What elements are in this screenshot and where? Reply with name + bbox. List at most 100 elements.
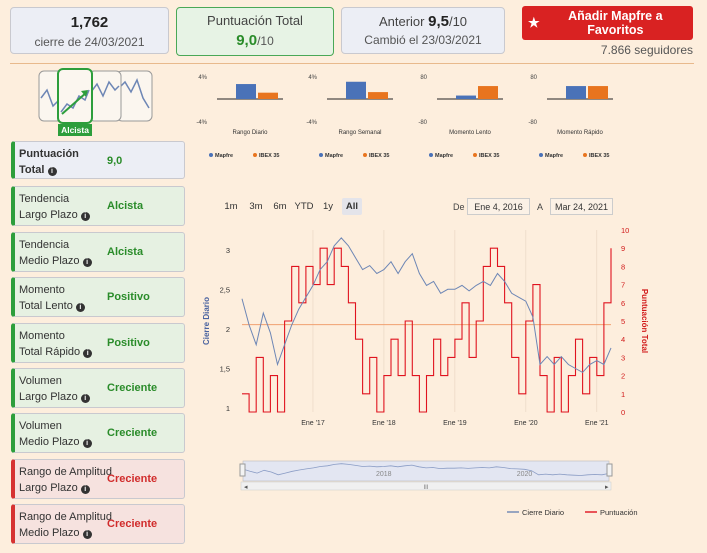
scroll-grip-icon[interactable]: III bbox=[423, 485, 428, 491]
scroll-right-icon[interactable]: ▸ bbox=[605, 484, 609, 491]
mini-tick-top: 4% bbox=[308, 75, 317, 81]
navigator-window[interactable] bbox=[242, 460, 610, 482]
trend-thumb-right[interactable] bbox=[116, 70, 153, 122]
y2-tick-label: 4 bbox=[621, 335, 625, 344]
range-button[interactable]: All bbox=[342, 198, 362, 215]
mini-tick-bottom: -80 bbox=[528, 120, 537, 126]
y-axis-label: Cierre Diario bbox=[202, 297, 211, 345]
mini-tick-top: 4% bbox=[198, 75, 207, 81]
header-divider bbox=[10, 63, 694, 64]
main-chart[interactable]: 1 1,5 2 2,5 3 0 1 2 3 4 5 6 7 8 9 10 Ene '17 Ene '18 Ene '… bbox=[195, 215, 695, 525]
info-icon[interactable]: i bbox=[80, 484, 90, 494]
scroll-left-icon[interactable]: ◂ bbox=[244, 484, 248, 491]
indicator-label: Volumen Medio Plazo i bbox=[19, 418, 92, 450]
trend-thumb-selected[interactable] bbox=[57, 68, 93, 124]
indicator-card: Rango de Amplitud Medio Plazo i Creciente bbox=[11, 504, 185, 545]
indicator-label: Rango de Amplitud Largo Plazo i bbox=[19, 464, 112, 496]
navigator-handle-left[interactable] bbox=[239, 463, 246, 477]
indicator-label-line1: Volumen bbox=[19, 375, 62, 387]
score-series bbox=[242, 247, 612, 413]
x-tick-label: Ene '19 bbox=[443, 420, 467, 427]
info-icon[interactable]: i bbox=[80, 212, 90, 222]
indicator-label-line2: Total Rápido bbox=[19, 345, 81, 358]
indicator-card: Puntuación Total i 9,0 bbox=[11, 141, 185, 179]
mini-title: Momento Rápido bbox=[557, 130, 603, 136]
mini-legend-label: IBEX 35 bbox=[479, 153, 499, 159]
previous-value: 9,5 bbox=[428, 13, 449, 30]
mini-tick-top: 80 bbox=[530, 75, 537, 81]
info-icon[interactable]: i bbox=[82, 257, 92, 267]
indicator-label: Tendencia Medio Plazo i bbox=[19, 237, 92, 269]
indicator-card: Volumen Largo Plazo i Creciente bbox=[11, 368, 185, 408]
date-to-input[interactable]: Mar 24, 2021 bbox=[550, 198, 613, 215]
indicator-label: Momento Total Lento i bbox=[19, 282, 85, 314]
mini-legend-marker bbox=[253, 153, 257, 157]
info-icon[interactable]: i bbox=[82, 530, 92, 540]
indicator-value: Creciente bbox=[107, 518, 158, 531]
range-button[interactable]: YTD bbox=[294, 201, 314, 212]
navigator[interactable]: 2018 2020 bbox=[239, 460, 613, 482]
score-title: Puntuación Total bbox=[207, 13, 303, 28]
chart-legend: Cierre Diario Puntuación bbox=[507, 508, 638, 517]
navigator-handle-right[interactable] bbox=[606, 463, 613, 477]
previous-line: Anterior 9,5/10 bbox=[342, 13, 504, 30]
mini-legend-label: IBEX 35 bbox=[589, 153, 609, 159]
mini-chart: 80 -80 Momento Lento Mapfre IBEX 35 bbox=[418, 75, 503, 159]
mini-bar bbox=[456, 95, 476, 99]
y2-tick-label: 1 bbox=[621, 390, 625, 399]
navigator-series bbox=[242, 463, 610, 476]
trend-thumbnails bbox=[38, 68, 153, 136]
date-from-input[interactable]: Ene 4, 2016 bbox=[467, 198, 530, 215]
info-icon[interactable]: i bbox=[75, 303, 85, 313]
range-button[interactable]: 1y bbox=[322, 201, 334, 212]
y-tick-label: 2,5 bbox=[220, 285, 230, 294]
indicator-card: Tendencia Largo Plazo i Alcista bbox=[11, 186, 185, 227]
x-tick-label: Ene '21 bbox=[585, 420, 609, 427]
previous-max: /10 bbox=[448, 14, 468, 29]
mini-tick-bottom: -4% bbox=[306, 120, 317, 126]
previous-label: Anterior bbox=[378, 14, 425, 29]
indicator-label-line2: Largo Plazo bbox=[19, 391, 78, 403]
y2-tick-label: 10 bbox=[621, 226, 629, 235]
range-button[interactable]: 6m bbox=[273, 201, 287, 212]
info-icon[interactable]: i bbox=[47, 167, 57, 176]
indicator-label-line2: Medio Plazo bbox=[19, 436, 80, 449]
mini-legend-marker bbox=[363, 153, 367, 157]
y2-tick-label: 0 bbox=[621, 408, 625, 417]
date-from-label: De bbox=[453, 202, 465, 212]
score-value: 9,0 bbox=[236, 32, 258, 49]
indicator-label-line1: Tendencia bbox=[19, 193, 70, 206]
mini-bar bbox=[566, 86, 586, 99]
mini-charts: 4% -4% Rango Diario Mapfre IBEX 35 4% -4% Rango… bbox=[196, 75, 613, 159]
price-date: cierre de 24/03/2021 bbox=[34, 35, 145, 49]
mini-bar bbox=[478, 86, 498, 99]
range-button[interactable]: 1m bbox=[224, 201, 238, 212]
mini-tick-top: 80 bbox=[420, 75, 427, 81]
indicator-value: Creciente bbox=[107, 472, 158, 485]
indicator-card: Volumen Medio Plazo i Creciente bbox=[11, 413, 185, 454]
add-favorite-button[interactable]: ★ Añadir Mapfre a Favoritos bbox=[522, 6, 693, 40]
info-icon[interactable]: i bbox=[80, 394, 90, 403]
indicator-value: Creciente bbox=[107, 427, 158, 440]
info-icon[interactable]: i bbox=[83, 348, 93, 358]
price-series bbox=[241, 237, 612, 374]
y2-tick-label: 5 bbox=[621, 317, 625, 326]
indicator-label-line2: Medio Plazo bbox=[19, 527, 80, 540]
trend-label-bg bbox=[58, 124, 92, 136]
price-value: 1,762 bbox=[70, 14, 109, 31]
x-tick-label: Ene '20 bbox=[514, 420, 538, 427]
y2-axis-label: Puntuación Total bbox=[640, 289, 649, 353]
navigator-tick-label: 2018 bbox=[376, 471, 392, 478]
mini-title: Momento Lento bbox=[449, 130, 491, 136]
indicator-label-line1: Momento bbox=[19, 284, 65, 297]
info-icon[interactable]: i bbox=[82, 439, 92, 449]
indicator-label-line1: Rango de Amplitud bbox=[19, 511, 112, 524]
add-favorite-label: Añadir Mapfre a Favoritos bbox=[568, 9, 663, 37]
trend-thumb-mid[interactable] bbox=[88, 70, 122, 122]
range-button[interactable]: 3m bbox=[249, 201, 263, 212]
indicator-value: Positivo bbox=[107, 291, 150, 304]
mini-legend-label: Mapfre bbox=[215, 153, 233, 159]
navigator-scrollbar[interactable] bbox=[240, 481, 612, 491]
mini-bar bbox=[588, 86, 608, 99]
indicator-label-line2: Total Lento bbox=[19, 300, 73, 313]
